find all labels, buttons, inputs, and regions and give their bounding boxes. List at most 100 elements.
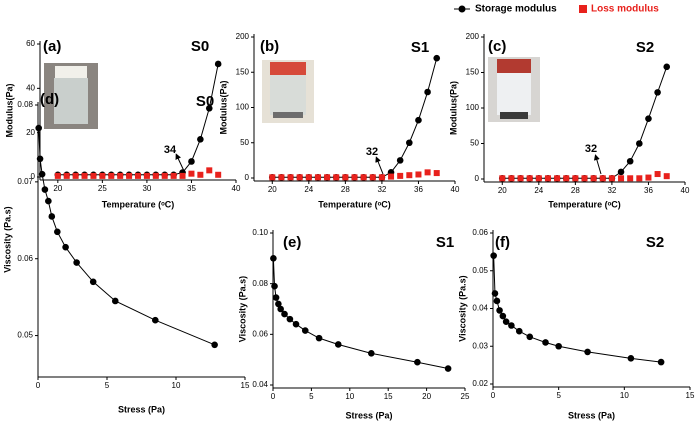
data-point (197, 136, 204, 143)
y-tick-label: 0.03 (472, 341, 488, 350)
x-axis-title: Stress (Pa) (118, 404, 165, 414)
data-point (170, 172, 177, 179)
data-point (618, 175, 625, 182)
chart-title: S2 (646, 234, 664, 251)
y-axis-title: Modulus(Pa) (4, 84, 14, 138)
x-tick-label: 32 (377, 185, 386, 194)
data-point (286, 315, 294, 323)
y-tick-label: 0 (475, 174, 480, 183)
data-point (508, 175, 515, 182)
data-point (645, 115, 652, 122)
y-tick-label: 0.06 (472, 228, 488, 237)
y-tick-label: 0.07 (17, 177, 33, 186)
data-point (188, 170, 195, 177)
y-tick-label: 200 (466, 32, 480, 41)
x-tick-label: 35 (187, 184, 196, 193)
data-point (627, 355, 635, 362)
data-point (554, 175, 561, 182)
data-point (324, 174, 331, 181)
y-tick-label: 20 (26, 128, 35, 137)
y-axis-title: Modulus(Pa) (218, 81, 228, 135)
data-point (315, 334, 323, 342)
data-point (73, 259, 80, 266)
x-tick-label: 40 (232, 184, 241, 193)
chart-title: S2 (636, 39, 654, 56)
data-point (89, 278, 97, 286)
x-tick-label: 0 (36, 381, 41, 390)
data-point (396, 157, 404, 164)
data-point (599, 175, 606, 182)
y-axis-title: Viscosity (Pa.s) (457, 275, 467, 341)
series-line (493, 255, 662, 363)
data-point (287, 174, 294, 181)
data-point (444, 365, 452, 372)
data-point (90, 172, 97, 179)
data-point (491, 290, 499, 297)
data-point (617, 168, 625, 176)
data-point (161, 172, 168, 179)
panel-label: (d) (40, 91, 59, 108)
legend-marker (458, 5, 466, 13)
data-point (342, 174, 349, 181)
data-point (654, 171, 661, 178)
data-point (378, 174, 385, 181)
data-point (572, 175, 579, 182)
chart-title: S1 (411, 39, 429, 56)
x-axis-title: Temperature (ᵒC) (318, 199, 391, 209)
x-tick-label: 40 (681, 186, 690, 195)
x-tick-label: 28 (341, 185, 350, 194)
data-point (35, 124, 42, 132)
y-tick-label: 0.10 (252, 228, 268, 237)
panel-label: (c) (488, 38, 506, 55)
x-tick-label: 0 (271, 392, 276, 401)
data-point (493, 297, 501, 305)
data-point (584, 348, 591, 356)
data-point (272, 294, 280, 301)
data-point (36, 155, 44, 163)
chart-title: S0 (196, 93, 214, 110)
data-point (152, 316, 159, 324)
data-point (654, 89, 661, 96)
vial-photo-c (488, 57, 540, 122)
data-point (211, 341, 218, 349)
data-point (544, 175, 551, 182)
data-point (334, 341, 342, 348)
data-point (41, 186, 49, 193)
y-axis-title: Modulus(Pa) (448, 81, 458, 135)
x-tick-label: 36 (644, 186, 653, 195)
data-point (215, 171, 222, 178)
annotation-arrow (593, 154, 602, 175)
data-point (292, 320, 300, 328)
data-point (301, 327, 309, 334)
data-point (351, 174, 358, 181)
x-tick-label: 36 (414, 185, 423, 194)
data-point (271, 282, 278, 290)
data-point (563, 175, 570, 182)
annotation-arrow (175, 153, 185, 172)
data-point (657, 358, 665, 366)
data-point (305, 174, 312, 181)
x-tick-label: 10 (620, 391, 629, 400)
data-point (515, 327, 523, 335)
x-tick-label: 20 (268, 185, 277, 194)
data-point (269, 174, 276, 181)
data-point (206, 167, 213, 174)
y-tick-label: 50 (240, 138, 249, 147)
data-point (54, 228, 61, 236)
data-point (508, 322, 515, 329)
y-tick-label: 0.02 (472, 379, 488, 388)
data-point (526, 333, 534, 341)
x-tick-label: 28 (571, 186, 580, 195)
y-axis-title: Viscosity (Pa.s) (237, 276, 247, 342)
data-point (490, 252, 497, 259)
x-axis-title: Temperature (ᵒC) (548, 199, 621, 209)
y-tick-label: 0.08 (252, 279, 268, 288)
data-point (63, 172, 70, 179)
data-point (555, 342, 562, 350)
data-point (414, 358, 421, 366)
panel-label: (a) (43, 38, 61, 55)
data-point (188, 158, 195, 165)
data-point (368, 350, 375, 357)
x-tick-label: 32 (607, 186, 616, 195)
data-point (278, 174, 285, 181)
